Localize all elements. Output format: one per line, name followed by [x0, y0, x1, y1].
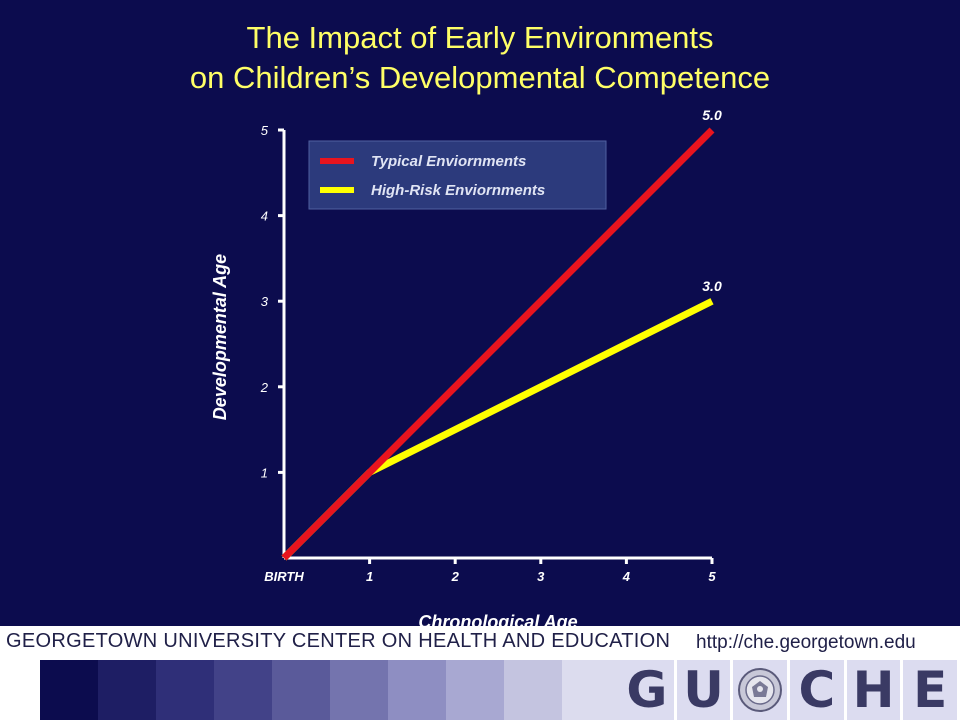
logo-letter-h: H	[846, 660, 901, 720]
y-tick-label: 1	[261, 465, 268, 480]
y-tick-label: 3	[261, 294, 269, 309]
line-chart: 1 2 3 4 5 BIRTH 1 2 3 4 5 Chronological Age Developm…	[210, 107, 722, 626]
slide-title: The Impact of Early Environments on Chil…	[0, 18, 960, 98]
slide-title-line-2: on Children’s Developmental Competence	[189, 60, 771, 95]
legend-label: High-Risk Enviornments	[371, 182, 545, 199]
y-tick-label: 2	[260, 380, 269, 395]
logo-letter-g: G	[620, 660, 674, 720]
footer-url[interactable]: http://che.georgetown.edu	[696, 632, 916, 653]
x-tick-label: 1	[366, 569, 373, 584]
slide-title-line-1: The Impact of Early Environments	[246, 20, 714, 55]
x-tick-label: 2	[451, 569, 460, 584]
legend-box	[308, 140, 607, 210]
legend-label: Typical Enviornments	[371, 153, 526, 170]
logo-letter-u: U	[676, 660, 731, 720]
series-end-label: 5.0	[702, 107, 722, 123]
footer-organization-name: GEORGETOWN UNIVERSITY CENTER ON HEALTH A…	[6, 630, 671, 652]
footer-gradient-swatches	[0, 660, 620, 720]
georgetown-seal-icon	[733, 660, 788, 720]
y-tick-label: 4	[261, 209, 268, 224]
logo-letter-c: C	[790, 660, 844, 720]
series-end-label: 3.0	[702, 278, 722, 294]
guche-logo: G U C H E	[620, 660, 960, 720]
logo-letter-e: E	[903, 660, 958, 720]
x-tick-label: 3	[537, 569, 545, 584]
y-axis-title: Developmental Age	[210, 254, 230, 420]
x-tick-label: 4	[622, 569, 631, 584]
y-tick-label: 5	[261, 123, 269, 138]
series-line-typical	[281, 127, 715, 561]
x-tick-label: 5	[708, 569, 716, 584]
x-axis-title: Chronological Age	[418, 612, 577, 626]
x-tick-label: BIRTH	[264, 569, 304, 584]
